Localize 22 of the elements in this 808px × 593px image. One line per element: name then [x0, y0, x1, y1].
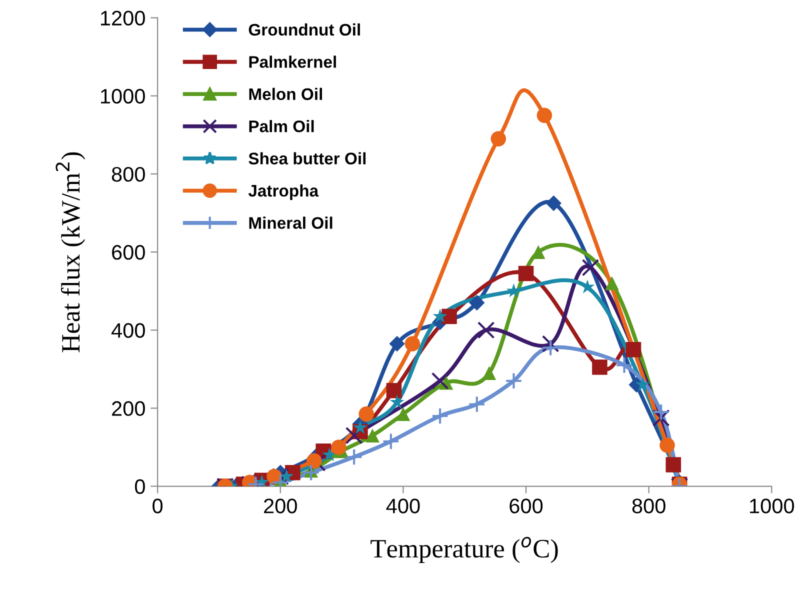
y-tick-label: 800 — [112, 166, 145, 182]
legend-label: Mineral Oil — [249, 216, 332, 229]
legend-label: Groundnut Oil — [248, 23, 360, 36]
x-tick-label: 400 — [386, 498, 420, 514]
y-tick-label: 600 — [112, 245, 145, 260]
y-tick-label: 1000 — [101, 88, 145, 104]
y-tick-label: 1200 — [101, 10, 145, 26]
x-tick-label: 1000 — [750, 498, 794, 514]
x-tick-label: 0 — [152, 498, 163, 514]
x-tick-label: 600 — [510, 498, 543, 514]
legend-label: Palmkernel — [249, 56, 336, 68]
y-axis-title: Heat flux (kW/m$^{2}$) — [56, 152, 86, 352]
x-tick-label: 800 — [632, 498, 666, 514]
y-tick-label: 400 — [111, 323, 145, 338]
y-tick-label: 0 — [134, 479, 145, 494]
x-tick-label: 200 — [264, 498, 297, 514]
legend-label: Shea butter Oil — [248, 152, 366, 164]
legend-label: Melon Oil — [249, 88, 322, 100]
legend-label: Palm Oil — [249, 120, 314, 132]
legend-label: Jatropha — [248, 184, 319, 200]
x-axis-title: Temperature ($^{o}$C) — [370, 536, 558, 563]
y-tick-label: 200 — [112, 401, 145, 416]
